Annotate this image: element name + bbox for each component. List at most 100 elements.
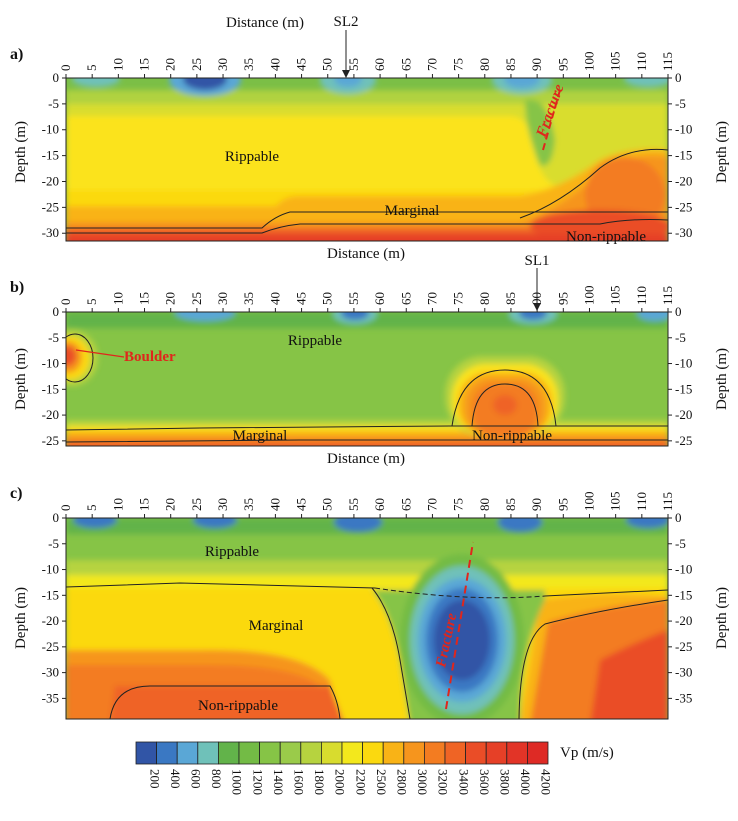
colorbar-tick-label: 2800 (395, 769, 410, 795)
y-tick-label-right: -10 (675, 122, 692, 137)
colorbar-swatch (135, 741, 158, 765)
colorbar-tick-label: 3600 (477, 769, 492, 795)
colorbar-tick-label: 3000 (415, 769, 430, 795)
x-tick-label: 115 (660, 492, 675, 511)
y-tick-label: 0 (53, 70, 60, 85)
y-tick-label: -5 (48, 536, 59, 551)
x-tick-label: 5 (84, 299, 99, 306)
x-tick-label: 65 (398, 292, 413, 305)
y-tick-label: -15 (42, 587, 59, 602)
x-tick-label: 45 (294, 292, 309, 305)
x-tick-label: 5 (84, 65, 99, 72)
panel-c-x-ticks: 0 5 10 15 20 25 30 35 40 45 50 55 60 65 70 75 80 85 90 95 10… (58, 492, 675, 518)
x-tick-label: 110 (634, 52, 649, 71)
colorbar-tick-label: 1200 (250, 769, 265, 795)
y-tick-label-right: -15 (675, 381, 692, 396)
colorbar-title: Vp (m/s) (560, 745, 614, 761)
colorbar-tick-label: 3200 (436, 769, 451, 795)
x-tick-label: 100 (581, 492, 596, 512)
colorbar-tick-label: 1600 (292, 769, 307, 795)
y-tick-label: -30 (42, 665, 59, 680)
panel-c: c) (10, 485, 730, 720)
panel-a-marker: SL2 (333, 14, 359, 78)
x-tick-label: 20 (163, 58, 178, 71)
colorbar-tick-label: 4000 (518, 769, 533, 795)
x-tick-label: 15 (137, 498, 152, 511)
panel-b-marker: SL1 (524, 253, 550, 311)
zone-label-non-rippable-c: Non-rippable (198, 698, 278, 714)
x-tick-label: 110 (634, 286, 649, 305)
x-tick-label: 50 (320, 292, 335, 305)
colorbar-swatch (465, 741, 487, 765)
x-tick-label: 30 (215, 58, 230, 71)
x-tick-label: 20 (163, 292, 178, 305)
x-tick-label: 25 (189, 498, 204, 511)
panel-b-y-axis-title: Depth (m) (13, 348, 29, 410)
x-tick-label: 55 (346, 498, 361, 511)
x-tick-label: 115 (660, 286, 675, 305)
y-tick-label: -15 (42, 148, 59, 163)
x-tick-label: 5 (84, 505, 99, 512)
x-tick-label: 10 (110, 498, 125, 511)
zone-label-marginal-a: Marginal (385, 203, 440, 219)
panel-a: a) Distance (m) (10, 14, 730, 262)
zone-label-rippable-b: Rippable (288, 333, 342, 349)
x-tick-label: 80 (477, 292, 492, 305)
colorbar-swatch (382, 741, 405, 765)
x-tick-label: 30 (215, 498, 230, 511)
colorbar-swatch (444, 741, 467, 765)
colorbar-tick-label: 2500 (374, 769, 389, 795)
colorbar-tick-label: 200 (147, 769, 162, 789)
x-tick-label: 50 (320, 58, 335, 71)
x-tick-label: 0 (58, 505, 73, 512)
x-tick-label: 40 (267, 58, 282, 71)
x-tick-label: 75 (451, 58, 466, 71)
x-tick-label: 30 (215, 292, 230, 305)
x-tick-label: 85 (503, 58, 518, 71)
y-tick-label: -5 (48, 330, 59, 345)
panel-b-y-ticks: 0 0 -5 -5 -10 -10 -15 -15 -20 -20 -25 -25 (42, 304, 693, 448)
colorbar-tick-label: 3400 (456, 769, 471, 795)
x-tick-label: 95 (555, 58, 570, 71)
x-tick-label: 20 (163, 498, 178, 511)
y-tick-label-right: -15 (675, 148, 692, 163)
y-tick-label-right: 0 (675, 510, 682, 525)
y-tick-label-right: 0 (675, 304, 682, 319)
y-tick-label-right: -20 (675, 407, 692, 422)
x-tick-label: 60 (372, 498, 387, 511)
x-tick-label: 80 (477, 58, 492, 71)
x-tick-label: 90 (529, 498, 544, 511)
x-tick-label: 85 (503, 292, 518, 305)
y-tick-label-right: -30 (675, 665, 692, 680)
panel-a-top-axis-title: Distance (m) (226, 15, 304, 31)
panel-b-x-ticks: 0510152025303540455055606570758085909510… (58, 286, 675, 312)
boulder-annotation: Boulder (124, 349, 176, 365)
y-tick-label-right: -20 (675, 173, 692, 188)
y-tick-label: -10 (42, 562, 59, 577)
x-tick-label: 100 (581, 286, 596, 306)
y-tick-label: -30 (42, 225, 59, 240)
x-tick-label: 55 (346, 58, 361, 71)
x-tick-label: 115 (660, 52, 675, 71)
panel-b-right-y-axis-title: Depth (m) (714, 348, 730, 410)
x-tick-label: 75 (451, 498, 466, 511)
colorbar-swatch (300, 741, 322, 765)
colorbar-tick-label: 4200 (539, 769, 554, 795)
panel-a-label: a) (10, 46, 23, 63)
x-tick-label: 0 (58, 299, 73, 306)
x-tick-label: 90 (529, 58, 544, 71)
x-tick-label: 95 (555, 498, 570, 511)
x-tick-label: 35 (241, 498, 256, 511)
panel-b-velocity-field (66, 312, 668, 446)
colorbar-tick-label: 1400 (271, 769, 286, 795)
x-tick-label: 60 (372, 58, 387, 71)
colorbar: 200 400 600 800 1000 1200 1400 1600 1800 2000 2200… (135, 741, 614, 795)
x-tick-label: 70 (424, 58, 439, 71)
panel-a-x-axis-title: Distance (m) (327, 246, 405, 262)
sl1-marker-label: SL1 (524, 253, 549, 269)
sl2-marker-label: SL2 (333, 14, 358, 30)
zone-label-non-rippable-b: Non-rippable (472, 428, 552, 444)
y-tick-label: -15 (42, 381, 59, 396)
y-tick-label: -25 (42, 199, 59, 214)
